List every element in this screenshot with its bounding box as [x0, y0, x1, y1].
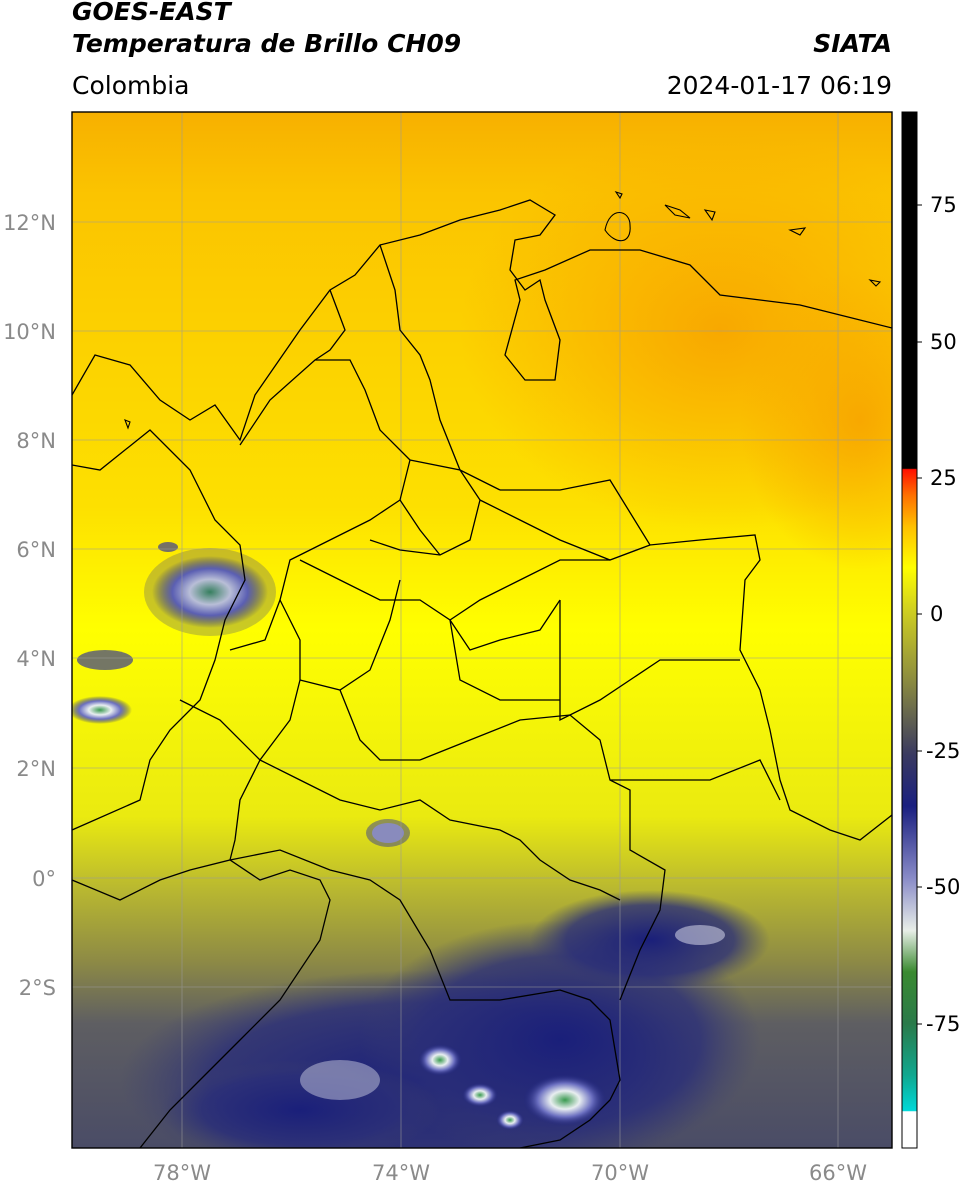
lon-tick-label: 78°W: [153, 1161, 211, 1185]
colorbar-tick-label: 0: [930, 602, 943, 626]
datetime-label: 2024-01-17 06:19: [666, 71, 892, 100]
lat-tick-label: 2°N: [16, 757, 56, 781]
boundaries: [72, 199, 892, 1148]
product-title: Temperatura de Brillo CH09: [72, 29, 462, 58]
lat-tick-label: 6°N: [16, 538, 56, 562]
colorbar-scale: [901, 111, 918, 1149]
region-label: Colombia: [72, 71, 190, 100]
lat-tick-label: 10°N: [3, 320, 56, 344]
colorbar-tick-label: -25: [926, 739, 960, 763]
lon-tick-label: 74°W: [372, 1161, 430, 1185]
organization-label: SIATA: [813, 29, 892, 58]
islands: [124, 190, 882, 430]
lat-tick-label: 2°S: [19, 976, 56, 1000]
lat-labels: 12°N 10°N 8°N 6°N 4°N 2°N 0° 2°S: [3, 211, 56, 1000]
lon-labels: 78°W 74°W 70°W 66°W: [153, 1161, 867, 1185]
colorbar-tick-label: 50: [930, 330, 957, 354]
lat-tick-label: 4°N: [16, 647, 56, 671]
colorbar-tick-label: 75: [930, 193, 957, 217]
colorbar-tick-label: -75: [926, 1012, 960, 1036]
lat-tick-label: 8°N: [16, 429, 56, 453]
satellite-title: GOES-EAST: [72, 0, 231, 26]
lon-tick-label: 70°W: [591, 1161, 649, 1185]
graticule: [72, 112, 892, 1148]
lat-tick-label: 0°: [32, 867, 56, 891]
colorbar: 75 50 25 0 -25 -50 -75: [901, 111, 960, 1149]
lon-tick-label: 66°W: [809, 1161, 867, 1185]
map-frame: [71, 111, 893, 1149]
brightness-temperature-field: [72, 112, 892, 1148]
lat-tick-label: 12°N: [3, 211, 56, 235]
colorbar-tick-label: -50: [926, 875, 960, 899]
colorbar-tick-label: 25: [930, 466, 957, 490]
